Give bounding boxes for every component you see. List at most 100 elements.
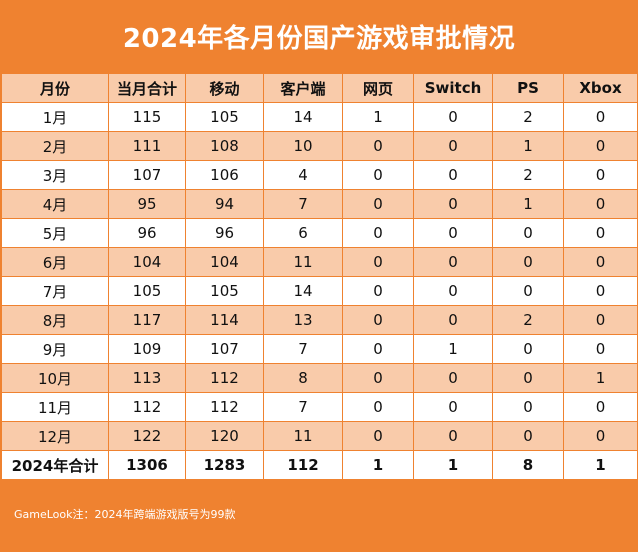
table-row: 12月 122 120 11 0 0 0 0 bbox=[1, 421, 638, 451]
header-client: 客户端 bbox=[263, 73, 343, 103]
total-row: 2024年合计 1306 1283 112 1 1 8 1 bbox=[1, 450, 638, 480]
table-cell: 0 bbox=[413, 305, 493, 335]
month-cell: 11月 bbox=[1, 392, 109, 422]
total-cell: 1 bbox=[342, 450, 414, 480]
table-cell: 0 bbox=[342, 363, 414, 393]
table-cell: 4 bbox=[263, 160, 343, 190]
table-cell: 0 bbox=[413, 160, 493, 190]
table-row: 6月 104 104 11 0 0 0 0 bbox=[1, 247, 638, 277]
table-cell: 96 bbox=[185, 218, 264, 248]
table-cell: 113 bbox=[108, 363, 186, 393]
table-cell: 114 bbox=[185, 305, 264, 335]
table-cell: 112 bbox=[185, 363, 264, 393]
month-cell: 12月 bbox=[1, 421, 109, 451]
month-cell: 6月 bbox=[1, 247, 109, 277]
table-cell: 105 bbox=[185, 102, 264, 132]
month-cell: 1月 bbox=[1, 102, 109, 132]
table-cell: 112 bbox=[185, 392, 264, 422]
table-cell: 117 bbox=[108, 305, 186, 335]
table-cell: 0 bbox=[492, 247, 564, 277]
table-cell: 0 bbox=[563, 160, 638, 190]
table-cell: 0 bbox=[563, 189, 638, 219]
table-cell: 105 bbox=[185, 276, 264, 306]
table-cell: 11 bbox=[263, 247, 343, 277]
table-cell: 0 bbox=[413, 421, 493, 451]
table-cell: 0 bbox=[342, 392, 414, 422]
footnote: GameLook注：2024年跨端游戏版号为99款 bbox=[14, 508, 236, 521]
table-cell: 111 bbox=[108, 131, 186, 161]
table-cell: 0 bbox=[492, 218, 564, 248]
month-cell: 2月 bbox=[1, 131, 109, 161]
month-cell: 7月 bbox=[1, 276, 109, 306]
header-month: 月份 bbox=[1, 73, 109, 103]
table-cell: 1 bbox=[563, 363, 638, 393]
table-cell: 0 bbox=[342, 276, 414, 306]
table-cell: 0 bbox=[492, 363, 564, 393]
month-cell: 3月 bbox=[1, 160, 109, 190]
table-cell: 2 bbox=[492, 305, 564, 335]
table-row: 1月 115 105 14 1 0 2 0 bbox=[1, 102, 638, 132]
table-cell: 115 bbox=[108, 102, 186, 132]
header-web: 网页 bbox=[342, 73, 414, 103]
table-cell: 120 bbox=[185, 421, 264, 451]
table-cell: 0 bbox=[413, 363, 493, 393]
table-cell: 0 bbox=[413, 276, 493, 306]
header-ps: PS bbox=[492, 73, 564, 103]
table-cell: 1 bbox=[342, 102, 414, 132]
header-xbox: Xbox bbox=[563, 73, 638, 103]
table-cell: 1 bbox=[492, 189, 564, 219]
month-cell: 5月 bbox=[1, 218, 109, 248]
table-cell: 6 bbox=[263, 218, 343, 248]
table-cell: 14 bbox=[263, 102, 343, 132]
table-cell: 0 bbox=[342, 334, 414, 364]
header-mobile: 移动 bbox=[185, 73, 264, 103]
table-header-row: 月份 当月合计 移动 客户端 网页 Switch PS Xbox bbox=[1, 73, 638, 103]
month-cell: 9月 bbox=[1, 334, 109, 364]
total-cell: 112 bbox=[263, 450, 343, 480]
table-row: 9月 109 107 7 0 1 0 0 bbox=[1, 334, 638, 364]
table-cell: 2 bbox=[492, 160, 564, 190]
table-cell: 94 bbox=[185, 189, 264, 219]
total-cell: 1 bbox=[563, 450, 638, 480]
table-row: 2月 111 108 10 0 0 1 0 bbox=[1, 131, 638, 161]
table-cell: 0 bbox=[413, 189, 493, 219]
table-row: 11月 112 112 7 0 0 0 0 bbox=[1, 392, 638, 422]
table-cell: 7 bbox=[263, 392, 343, 422]
table-row: 5月 96 96 6 0 0 0 0 bbox=[1, 218, 638, 248]
table-cell: 0 bbox=[563, 218, 638, 248]
table-row: 7月 105 105 14 0 0 0 0 bbox=[1, 276, 638, 306]
table-cell: 7 bbox=[263, 189, 343, 219]
approval-table: 月份 当月合计 移动 客户端 网页 Switch PS Xbox 1月 115 10… bbox=[1, 73, 638, 480]
table-cell: 0 bbox=[563, 392, 638, 422]
table-cell: 0 bbox=[563, 102, 638, 132]
table-cell: 8 bbox=[263, 363, 343, 393]
table-cell: 0 bbox=[413, 102, 493, 132]
table-row: 8月 117 114 13 0 0 2 0 bbox=[1, 305, 638, 335]
table-cell: 0 bbox=[342, 247, 414, 277]
table-cell: 0 bbox=[492, 276, 564, 306]
table-cell: 107 bbox=[185, 334, 264, 364]
table-cell: 104 bbox=[185, 247, 264, 277]
table-cell: 2 bbox=[492, 102, 564, 132]
table-cell: 7 bbox=[263, 334, 343, 364]
header-switch: Switch bbox=[413, 73, 493, 103]
table-cell: 109 bbox=[108, 334, 186, 364]
table-cell: 13 bbox=[263, 305, 343, 335]
table-cell: 107 bbox=[108, 160, 186, 190]
table-cell: 106 bbox=[185, 160, 264, 190]
table-cell: 0 bbox=[342, 421, 414, 451]
table-body: 1月 115 105 14 1 0 2 0 2月 111 108 10 0 0 1 0 3月 107 106 4 0 0 2… bbox=[1, 102, 638, 451]
month-cell: 4月 bbox=[1, 189, 109, 219]
table-cell: 1 bbox=[413, 334, 493, 364]
table-cell: 0 bbox=[563, 247, 638, 277]
table-cell: 0 bbox=[342, 189, 414, 219]
total-cell: 1283 bbox=[185, 450, 264, 480]
table-cell: 0 bbox=[342, 218, 414, 248]
table-cell: 0 bbox=[563, 305, 638, 335]
table-cell: 0 bbox=[413, 247, 493, 277]
total-cell: 1306 bbox=[108, 450, 186, 480]
table-cell: 104 bbox=[108, 247, 186, 277]
table-cell: 0 bbox=[492, 421, 564, 451]
table-cell: 0 bbox=[413, 131, 493, 161]
